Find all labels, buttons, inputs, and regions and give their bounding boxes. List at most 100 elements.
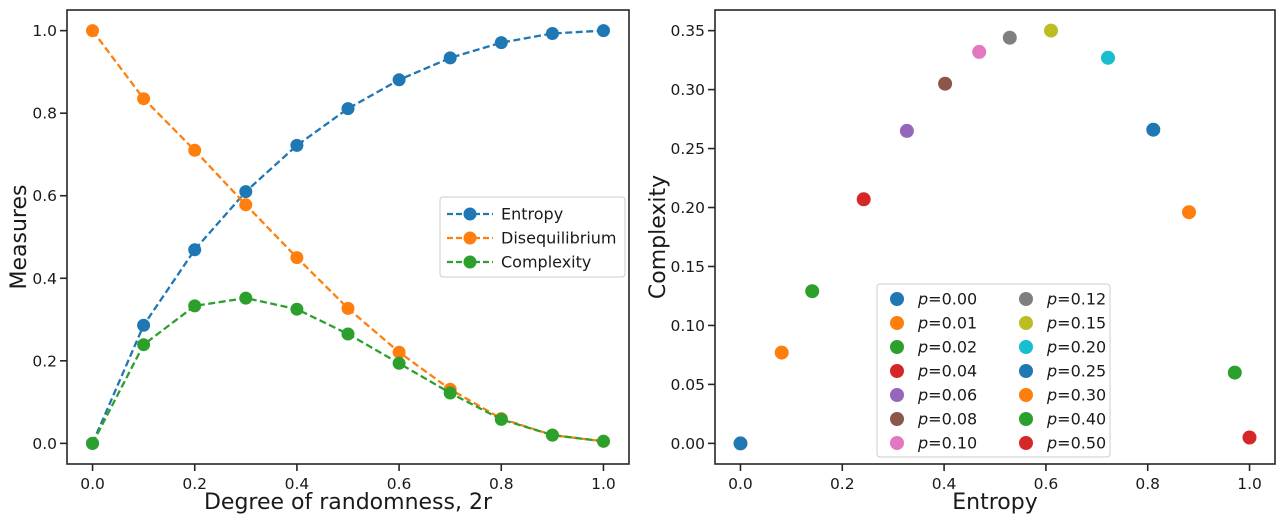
data-point-complexity — [239, 291, 253, 305]
data-point-complexity — [494, 412, 508, 426]
legend-marker — [890, 292, 904, 306]
data-point-entropy — [443, 51, 457, 65]
data-point-complexity — [597, 434, 610, 448]
legend-label: Disequilibrium — [501, 229, 616, 248]
legend-marker — [1019, 436, 1033, 450]
legend-label: p=0.25 — [1046, 362, 1106, 381]
data-point-complexity — [341, 327, 355, 341]
x-tick-label: 0.2 — [830, 475, 855, 493]
legend-marker — [463, 207, 477, 221]
data-point-entropy — [597, 24, 610, 38]
legend-label: p=0.50 — [1046, 434, 1106, 453]
legend-marker — [463, 231, 477, 245]
y-axis-label: Complexity — [646, 175, 671, 299]
x-tick-label: 0.6 — [1034, 475, 1059, 493]
legend-marker — [1019, 316, 1033, 330]
legend-marker — [890, 316, 904, 330]
data-point-entropy — [188, 243, 202, 257]
data-point-entropy — [494, 36, 508, 50]
scatter-point — [1146, 122, 1161, 137]
y-tick-label: 0.20 — [670, 199, 705, 217]
y-tick-label: 0.25 — [670, 140, 705, 158]
x-tick-label: 0.2 — [182, 475, 207, 493]
data-point-complexity — [443, 386, 457, 400]
legend-label: p=0.00 — [917, 290, 977, 309]
y-tick-label: 0.05 — [670, 376, 705, 394]
x-tick-label: 0.8 — [489, 475, 514, 493]
y-tick-label: 0.4 — [32, 270, 57, 288]
legend: Entropy Disequilibrium Complexity — [439, 196, 626, 278]
data-point-disequilibrium — [392, 345, 406, 359]
axes-spine — [714, 9, 1276, 465]
data-point-entropy — [341, 102, 355, 116]
scatter-point — [938, 76, 953, 91]
x-axis-label: Degree of randomness, 2r — [204, 490, 493, 515]
x-tick-label: 0.8 — [1135, 475, 1160, 493]
x-tick-label: 0.4 — [932, 475, 957, 493]
legend-label: p=0.10 — [917, 434, 977, 453]
scatter-point — [774, 345, 789, 360]
scatter-point — [733, 436, 748, 451]
series-line-entropy — [91, 29, 604, 444]
scatter-point — [856, 192, 871, 207]
legend: p=0.00 p=0.01 p=0.02 p=0.04 p=0.06 p=0.08 p=0.… — [876, 283, 1111, 458]
legend-marker — [1019, 292, 1033, 306]
scatter-point — [972, 44, 987, 59]
y-tick-label: 0.6 — [32, 187, 57, 205]
scatter-point — [899, 123, 914, 138]
data-point-entropy — [137, 318, 151, 332]
legend-label: p=0.40 — [1046, 410, 1106, 429]
legend-marker — [1019, 340, 1033, 354]
data-point-entropy — [392, 73, 406, 87]
data-point-complexity — [392, 356, 406, 370]
data-point-entropy — [545, 27, 559, 40]
data-point-complexity — [545, 428, 559, 442]
series-line-complexity — [91, 296, 604, 444]
legend-label: p=0.08 — [917, 410, 977, 429]
legend-label: Entropy — [501, 205, 563, 224]
legend-box — [439, 196, 626, 278]
legend-marker — [890, 364, 904, 378]
y-tick-label: 0.00 — [670, 435, 705, 453]
y-tick-label: 0.8 — [32, 105, 57, 123]
scatter-point — [1044, 23, 1058, 38]
x-tick-label: 0.6 — [387, 475, 412, 493]
data-point-entropy — [239, 185, 253, 199]
legend-box — [876, 283, 1111, 458]
x-tick-label: 1.0 — [591, 475, 616, 493]
legend-label: p=0.06 — [917, 386, 977, 405]
y-axis-label: Measures — [7, 185, 32, 290]
scatter-point — [1002, 30, 1017, 45]
x-axis-label: Entropy — [952, 490, 1037, 515]
scatter-point — [1227, 365, 1242, 380]
scatter-point — [1242, 430, 1257, 445]
legend-label: p=0.30 — [1046, 386, 1106, 405]
legend-marker — [890, 412, 904, 426]
y-tick-label: 0.35 — [670, 22, 705, 40]
legend-label: p=0.02 — [917, 338, 977, 357]
legend-label: p=0.01 — [917, 314, 977, 333]
data-point-complexity — [188, 299, 202, 313]
legend-marker — [1019, 412, 1033, 426]
legend-label: p=0.20 — [1046, 338, 1106, 357]
scatter-point — [1101, 50, 1115, 65]
scatter-point — [805, 284, 820, 299]
x-tick-label: 0.0 — [80, 475, 105, 493]
data-point-complexity — [290, 302, 304, 316]
legend-label: p=0.12 — [1046, 290, 1106, 309]
y-tick-label: 1.0 — [32, 22, 57, 40]
axes-spine — [66, 9, 630, 465]
x-tick-label: 0.0 — [728, 475, 753, 493]
y-tick-label: 0.10 — [670, 317, 705, 335]
data-point-disequilibrium — [188, 143, 202, 157]
data-point-disequilibrium — [290, 251, 304, 265]
data-point-complexity — [137, 338, 151, 352]
data-point-disequilibrium — [137, 92, 151, 106]
legend-marker — [890, 388, 904, 402]
legend-marker — [1019, 364, 1033, 378]
x-tick-label: 1.0 — [1237, 475, 1262, 493]
y-tick-label: 0.30 — [670, 81, 705, 99]
legend-marker — [890, 340, 904, 354]
